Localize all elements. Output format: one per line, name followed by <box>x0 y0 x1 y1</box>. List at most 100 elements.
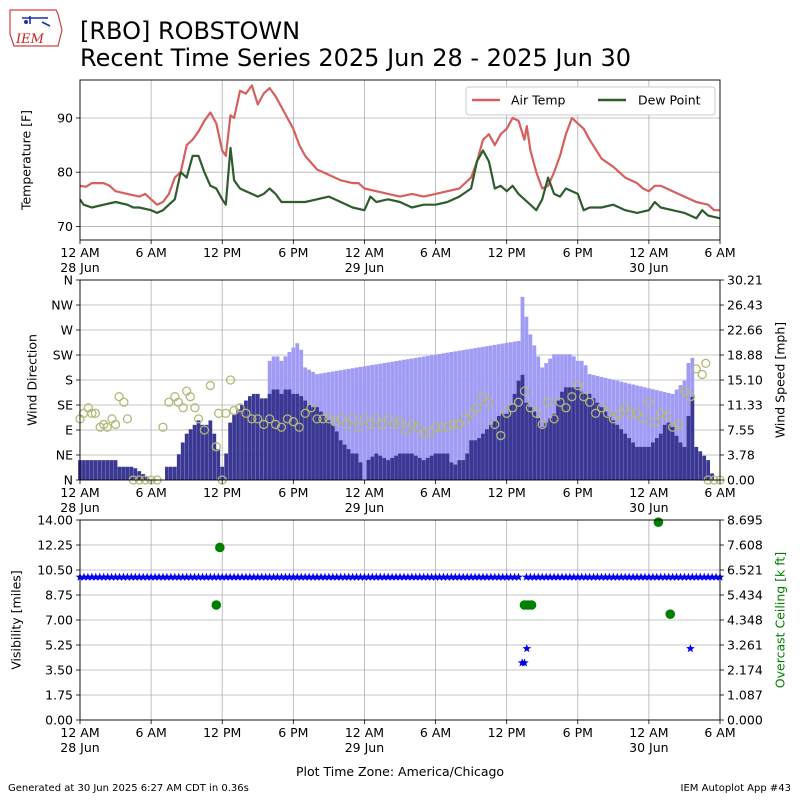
y2-tick-label: 15.10 <box>727 373 763 388</box>
visibility-point <box>427 572 436 581</box>
visibility-point <box>451 572 460 581</box>
visibility-point <box>462 572 472 581</box>
wind-speed-bar <box>556 400 560 480</box>
x-tick-label: 12 PM <box>203 485 241 500</box>
wind-direction-point <box>507 403 518 413</box>
wind-gust-bar <box>477 347 481 480</box>
x-tick-label: 6 AM <box>704 725 735 740</box>
wind-direction-point <box>490 419 500 430</box>
wind-speed-bar <box>204 424 209 480</box>
x-tick-label: 12 PM <box>488 485 526 500</box>
wind-direction-point <box>484 397 494 407</box>
wind-speed-bar <box>109 460 114 480</box>
wind-direction-point <box>419 428 429 438</box>
wind-speed-bar <box>595 402 600 480</box>
wind-speed-bar <box>627 438 632 480</box>
wind-direction-point <box>614 408 624 418</box>
wind-speed-bar <box>121 466 126 480</box>
x-tick-date-label: 29 Jun <box>345 740 384 755</box>
wind-direction-point <box>205 380 216 391</box>
visibility-point <box>174 572 183 581</box>
wind-speed-bar <box>429 455 434 480</box>
x-tick-label: 6 PM <box>563 245 593 260</box>
visibility-point <box>138 572 148 581</box>
wind-speed-bar <box>93 460 98 480</box>
x-tick-label: 6 AM <box>135 485 166 500</box>
visibility-point <box>514 572 523 581</box>
visibility-point <box>261 572 270 581</box>
wind-direction-point <box>247 414 257 424</box>
visibility-point <box>324 572 334 581</box>
wind-direction-point <box>221 408 231 418</box>
wind-speed-bar <box>532 411 537 480</box>
wind-gust-bar <box>457 350 462 480</box>
wind-speed-bar <box>500 413 505 480</box>
wind-gust-bar <box>488 345 493 480</box>
visibility-point <box>328 572 338 581</box>
wind-speed-bar <box>425 457 430 480</box>
wind-speed-bar <box>544 422 549 480</box>
visibility-point <box>127 572 136 581</box>
wind-speed-bar <box>615 424 620 480</box>
visibility-point <box>186 572 195 581</box>
wind-speed-bar <box>291 393 296 480</box>
visibility-point <box>198 572 207 581</box>
visibility-point <box>233 572 243 581</box>
visibility-point <box>395 572 405 581</box>
wind-gust-bar <box>346 368 351 480</box>
wind-direction-point <box>638 414 648 424</box>
visibility-point <box>194 572 203 581</box>
wind-speed-bar <box>390 457 394 480</box>
visibility-point <box>577 572 586 581</box>
visibility-point <box>415 572 424 581</box>
wind-gust-bar <box>433 354 438 480</box>
visibility-point <box>696 572 705 581</box>
wind-direction-point <box>644 397 654 407</box>
wind-speed-bar <box>670 427 675 480</box>
y-tick-label: 5.25 <box>45 638 73 653</box>
wind-gust-bar <box>544 363 549 480</box>
visibility-point <box>490 572 500 581</box>
visibility-point <box>257 572 266 581</box>
wind-gust-bar <box>654 390 659 480</box>
visibility-point <box>119 572 128 581</box>
visibility-point <box>632 572 642 581</box>
wind-direction-point <box>472 403 482 413</box>
plot-frame <box>79 79 721 241</box>
visibility-point <box>601 572 610 581</box>
wind-speed-bar <box>409 453 414 480</box>
wind-speed-bar <box>481 433 485 480</box>
wind-speed-bar <box>485 429 489 480</box>
legend-box <box>465 86 716 116</box>
wind-speed-bar <box>196 420 201 480</box>
visibility-point <box>83 572 93 581</box>
visibility-point <box>253 572 263 581</box>
wind-speed-bar <box>370 456 375 480</box>
visibility-point <box>340 572 349 581</box>
visibility-point <box>470 572 480 581</box>
wind-speed-bar <box>623 433 628 480</box>
wind-speed-bar <box>488 424 493 480</box>
visibility-point <box>537 572 547 581</box>
wind-gust-bar <box>417 357 422 480</box>
wind-gust-bar <box>631 384 635 480</box>
wind-speed-bar <box>255 393 260 480</box>
y2-tick-label: 0.000 <box>727 713 763 728</box>
wind-speed-bar <box>635 446 639 480</box>
y2-tick-label: 4.348 <box>727 612 763 627</box>
x-tick-label: 6 PM <box>278 725 308 740</box>
wind-direction-point <box>662 411 672 421</box>
visibility-point <box>249 572 259 581</box>
x-tick-label: 6 AM <box>135 725 166 740</box>
wind-speed-bar <box>528 407 533 480</box>
wind-direction-point <box>190 403 200 413</box>
wind-speed-bar <box>251 393 256 480</box>
visibility-point <box>241 572 251 581</box>
visibility-point <box>447 572 456 581</box>
wind-speed-bar <box>200 424 205 480</box>
wind-gust-bar <box>413 357 418 480</box>
wind-speed-bar <box>540 427 545 480</box>
wind-speed-bar <box>457 460 462 480</box>
wind-speed-bar <box>583 393 588 480</box>
